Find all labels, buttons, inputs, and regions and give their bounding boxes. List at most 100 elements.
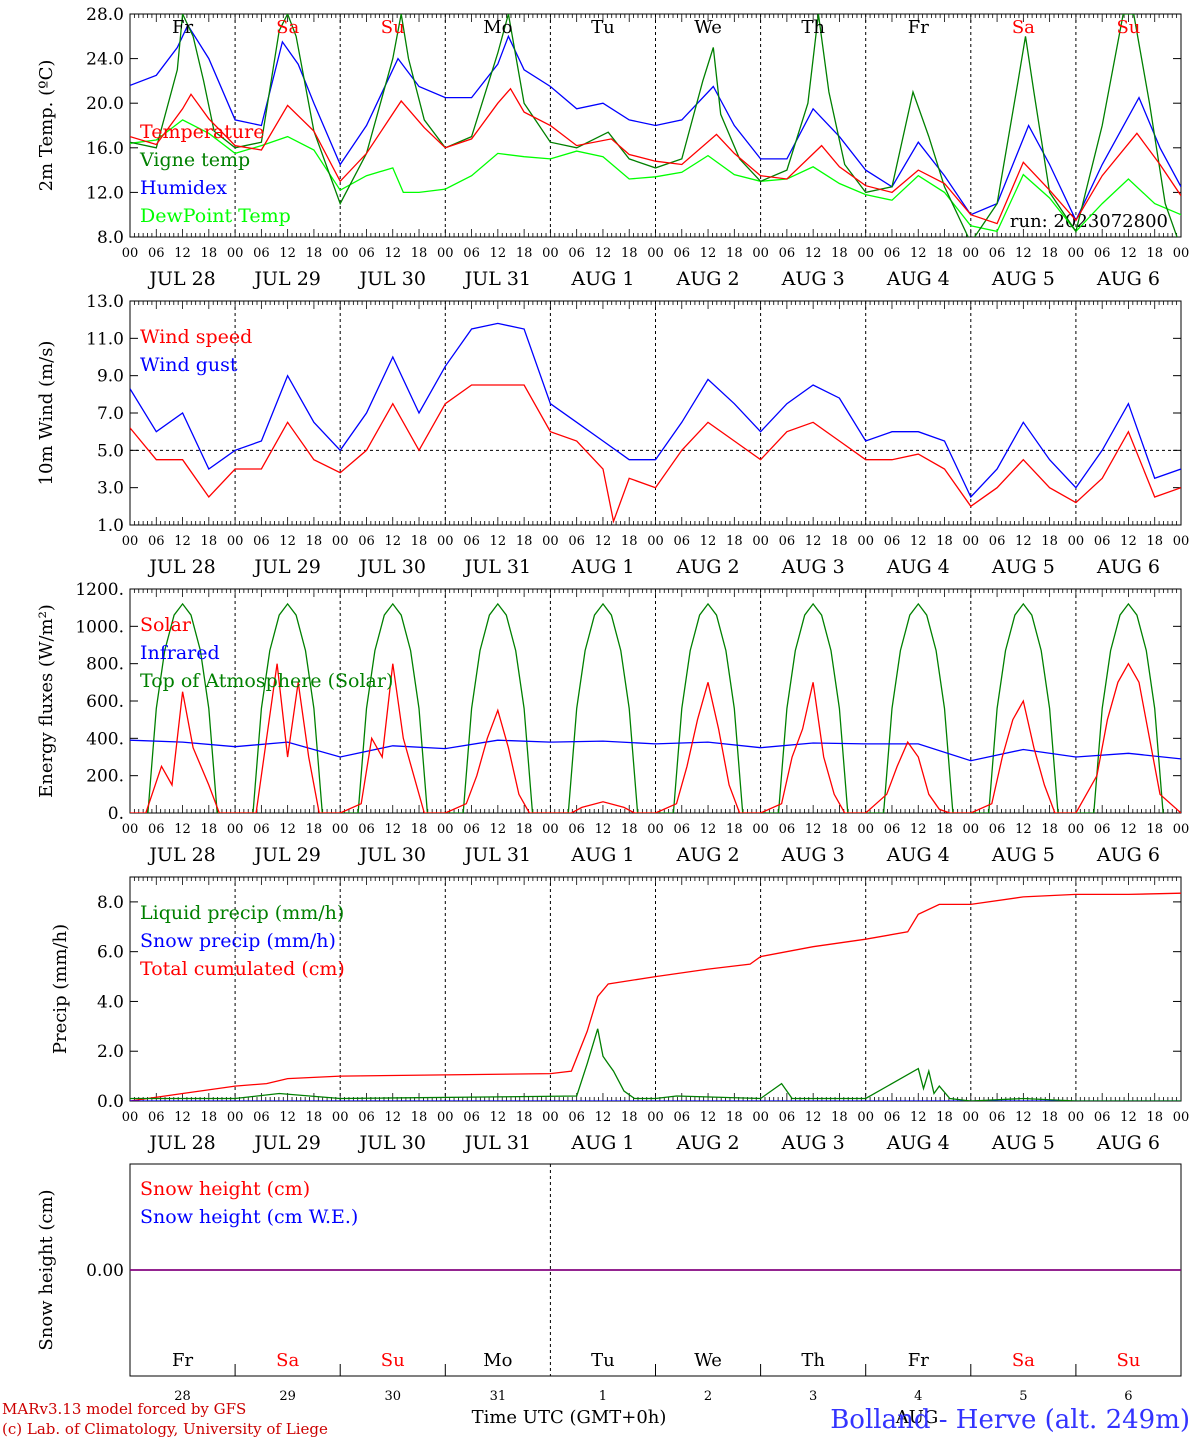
hour-label: 06 [148,822,165,837]
weekday-label: Sa [276,1350,299,1371]
day-label: JUL 29 [252,556,320,578]
hour-label: 18 [621,534,638,549]
day-number-label: 6 [1124,1389,1132,1404]
weekday-label: Su [381,1350,405,1371]
legend-entry: Infrared [140,642,220,664]
panel-4 [129,876,1182,1102]
hour-label: 00 [647,822,664,837]
hour-label: 00 [437,1110,454,1125]
y-tick-label: 28.0 [86,5,124,25]
series-line [130,119,1181,233]
y-tick-label: 24.0 [86,50,124,70]
day-label: JUL 28 [147,556,215,578]
hour-label: 00 [1068,246,1085,261]
hour-label: 06 [253,534,270,549]
credit-line-1: MARv3.13 model forced by GFS [2,1400,246,1418]
weekday-label: Su [1116,17,1140,38]
y-tick-label: 400. [86,729,124,749]
legend-entry: Snow height (cm) [140,1178,310,1200]
hour-label: 18 [831,246,848,261]
weekday-label: Sa [1012,17,1035,38]
y-tick-label: 1000. [75,617,124,637]
y-tick-label: 2.0 [97,1042,124,1062]
day-label: JUL 29 [252,1132,320,1154]
hour-label: 06 [989,534,1006,549]
hour-label: 18 [201,822,218,837]
hour-label: 06 [989,246,1006,261]
hour-label: 12 [805,1110,822,1125]
hour-label: 06 [1094,822,1111,837]
y-tick-label: 11.0 [86,329,124,349]
hour-label: 06 [989,1110,1006,1125]
hour-label: 06 [568,534,585,549]
day-label: JUL 30 [358,268,426,290]
hour-label: 12 [174,1110,191,1125]
hour-label: 00 [122,1110,139,1125]
legend-entry: Liquid precip (mm/h) [140,902,344,924]
hour-label: 00 [963,534,980,549]
hour-label: 00 [332,1110,349,1125]
hour-label: 12 [384,1110,401,1125]
hour-label: 00 [1068,1110,1085,1125]
hour-label: 00 [647,1110,664,1125]
weekday-label: Fr [172,17,193,38]
y-tick-label: 5.0 [97,441,124,461]
day-label: AUG 6 [1096,268,1160,290]
hour-label: 00 [1068,534,1085,549]
hour-label: 00 [1068,822,1085,837]
series-line [130,892,1181,1101]
day-label: AUG 2 [676,1132,740,1154]
y-tick-label: 4.0 [97,992,124,1012]
hour-label: 00 [1173,1110,1190,1125]
day-label: JUL 30 [358,1132,426,1154]
weekday-label: Fr [908,1350,929,1371]
day-label: AUG 3 [781,1132,845,1154]
y-tick-label: 1200. [75,580,124,600]
hour-label: 00 [122,534,139,549]
hour-label: 06 [884,534,901,549]
day-label: JUL 28 [147,844,215,866]
legend-entry: Top of Atmosphere (Solar) [140,670,393,692]
hour-label: 18 [306,534,323,549]
hour-label: 12 [490,1110,507,1125]
weekday-label: Tu [591,17,615,38]
hour-label: 18 [726,822,743,837]
hour-label: 18 [1146,534,1163,549]
hour-label: 06 [779,534,796,549]
hour-label: 00 [542,534,559,549]
weekday-label: Fr [908,17,929,38]
day-label: AUG 5 [991,1132,1055,1154]
hour-label: 06 [884,822,901,837]
day-label: AUG 4 [886,1132,950,1154]
y-tick-label: 0.0 [97,1092,124,1112]
hour-label: 00 [1173,534,1190,549]
hour-label: 00 [122,246,139,261]
panel-3 [129,588,1182,814]
hour-label: 12 [595,246,612,261]
y-axis-label: 10m Wind (m/s) [36,341,57,486]
day-number-label: 31 [490,1389,507,1404]
day-label: AUG 4 [886,556,950,578]
hour-label: 18 [306,1110,323,1125]
hour-label: 00 [647,534,664,549]
hour-label: 12 [910,1110,927,1125]
legend-entry: DewPoint Temp [140,205,291,227]
hour-label: 00 [437,246,454,261]
hour-label: 00 [857,534,874,549]
hour-label: 12 [700,246,717,261]
day-label: AUG 3 [781,268,845,290]
hour-label: 12 [1015,534,1032,549]
hour-label: 06 [674,1110,691,1125]
x-axis-label: Time UTC (GMT+0h) [472,1407,667,1428]
hour-label: 12 [279,534,296,549]
hour-label: 00 [227,822,244,837]
hour-label: 12 [384,822,401,837]
hour-label: 12 [1015,246,1032,261]
hour-label: 12 [910,822,927,837]
hour-label: 18 [621,246,638,261]
hour-label: 12 [1120,534,1137,549]
y-tick-label: 9.0 [97,367,124,387]
hour-label: 00 [122,822,139,837]
day-label: JUL 29 [252,844,320,866]
hour-label: 18 [831,534,848,549]
